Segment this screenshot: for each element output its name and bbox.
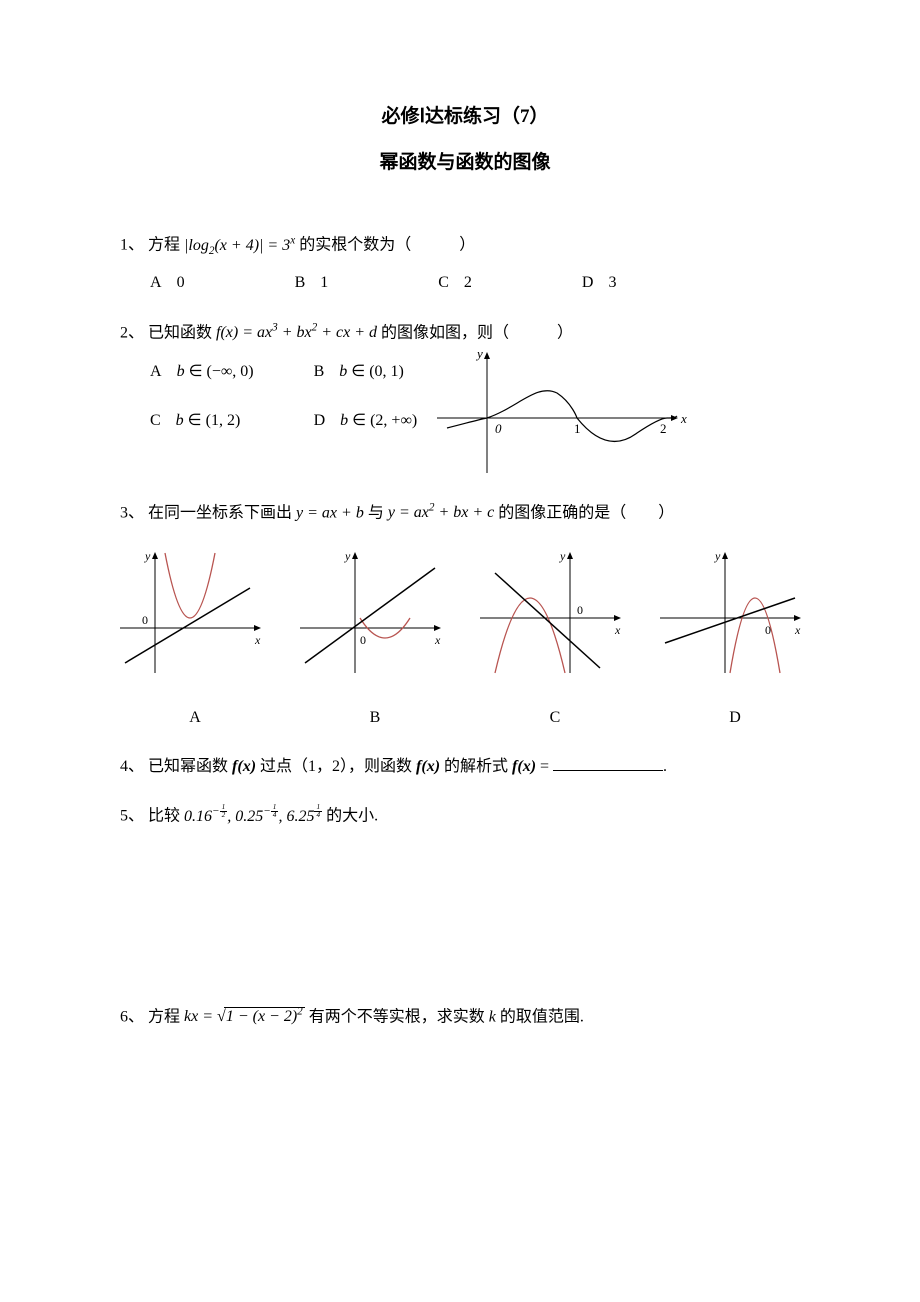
q6-suffix: 有两个不等实根，求实数 [309,1008,489,1025]
page-subtitle: 幂函数与函数的图像 [120,146,810,180]
q4-number: 4、 [120,758,144,775]
svg-text:x: x [254,633,261,647]
q3-label-a: A [120,704,270,733]
q5-expr: 0.16−12, 0.25−14, 6.2514 [184,808,326,825]
question-3: 3、 在同一坐标系下画出 y = ax + b 与 y = ax2 + bx +… [120,498,810,733]
svg-text:0: 0 [577,603,583,617]
q2-opt-d: Db ∈ (2, +∞) [314,407,418,436]
q5-suffix: 的大小. [326,808,378,825]
q6-prefix: 方程 [148,1008,180,1025]
q2-options: Ab ∈ (−∞, 0) Bb ∈ (0, 1) Cb ∈ (1, 2) Db … [150,358,417,436]
q3-number: 3、 [120,504,144,521]
q3-chart-b: 0 x y B [300,548,450,733]
q2-formula: f(x) = ax3 + bx2 + cx + d [216,324,377,341]
q3-chart-c: 0 x y C [480,548,630,733]
q4-blank [553,754,663,771]
q2-opt-c: Cb ∈ (1, 2) [150,407,254,436]
q5-number: 5、 [120,808,144,825]
q3-f1: y = ax + b [296,504,364,521]
q1-opt-c: C2 [438,269,472,298]
q2-chart: 0 1 2 x y [437,348,687,478]
question-4: 4、 已知幂函数 f(x) 过点（1，2），则函数 f(x) 的解析式 f(x)… [120,753,810,782]
q2-suffix: 的图像如图，则（ ） [381,324,573,341]
question-2: 2、 已知函数 f(x) = ax3 + bx2 + cx + d 的图像如图，… [120,318,810,478]
q3-suffix: 的图像正确的是（ ） [498,504,674,521]
q1-number: 1、 [120,237,144,254]
q1-opt-d: D3 [582,269,617,298]
q3-label-c: C [480,704,630,733]
q4-a: 已知幂函数 [148,758,232,775]
q2-opt-a: Ab ∈ (−∞, 0) [150,358,254,387]
svg-text:y: y [144,549,151,563]
svg-text:0: 0 [142,613,148,627]
svg-text:x: x [434,633,441,647]
q5-prefix: 比较 [148,808,180,825]
q1-formula: |log2(x + 4)| = 3x [184,237,295,254]
q2-tick-1: 1 [574,421,581,436]
q1-opt-b: B1 [295,269,329,298]
svg-text:y: y [714,549,721,563]
q3-chart-a: 0 x y A [120,548,270,733]
q1-suffix: 的实根个数为（ ） [299,237,475,254]
q6-number: 6、 [120,1008,144,1025]
q1-opt-a: A0 [150,269,185,298]
q3-mid: 与 [368,504,388,521]
q1-prefix: 方程 [148,237,180,254]
q3-chart-d: 0 x y D [660,548,810,733]
q3-prefix: 在同一坐标系下画出 [148,504,296,521]
q4-c: 的解析式 [444,758,512,775]
svg-text:x: x [794,623,801,637]
svg-text:y: y [344,549,351,563]
svg-text:0: 0 [360,633,366,647]
q6-tail: 的取值范围. [500,1008,584,1025]
q2-number: 2、 [120,324,144,341]
q2-ylabel: y [475,346,483,361]
q2-origin: 0 [495,421,502,436]
q6-formula: kx = 1 − (x − 2)2 [184,1008,305,1025]
q1-options: A0 B1 C2 D3 [150,269,810,298]
svg-text:y: y [559,549,566,563]
q3-f2: y = ax2 + bx + c [388,504,494,521]
svg-text:x: x [614,623,621,637]
q2-tick-2: 2 [660,421,667,436]
q2-xlabel: x [680,411,687,426]
q2-prefix: 已知函数 [148,324,216,341]
q3-label-d: D [660,704,810,733]
svg-text:0: 0 [765,623,771,637]
q2-opt-b: Bb ∈ (0, 1) [314,358,418,387]
question-6: 6、 方程 kx = 1 − (x − 2)2 有两个不等实根，求实数 k 的取… [120,1002,810,1032]
q4-d: = [540,758,549,775]
question-5: 5、 比较 0.16−12, 0.25−14, 6.2514 的大小. [120,801,810,831]
question-1: 1、 方程 |log2(x + 4)| = 3x 的实根个数为（ ） A0 B1… [120,230,810,297]
q4-b: 过点（1，2），则函数 [260,758,416,775]
page-title: 必修Ⅰ达标练习（7） [120,100,810,134]
q3-label-b: B [300,704,450,733]
